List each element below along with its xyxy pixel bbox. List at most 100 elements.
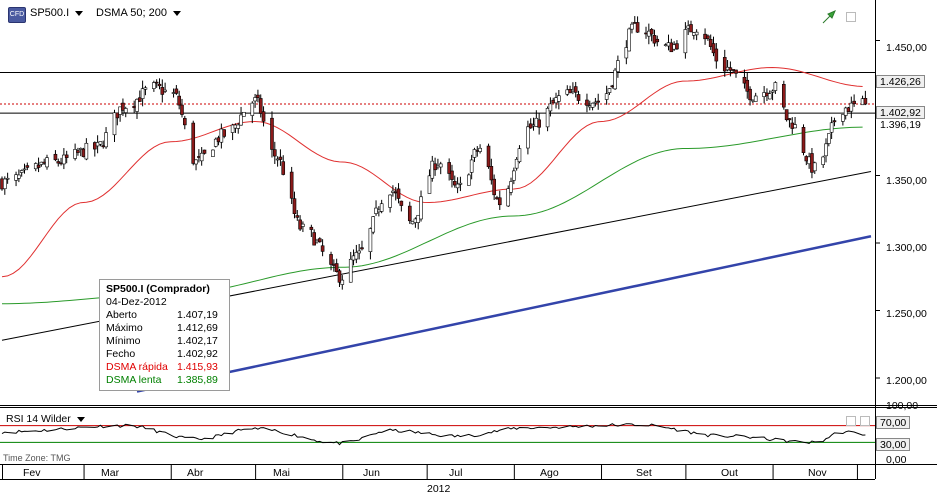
candle (281, 155, 286, 176)
price-tick-label: 1.300,00 (886, 242, 927, 254)
candle (45, 154, 49, 170)
candle (112, 109, 117, 143)
candle (784, 109, 789, 122)
month-label: Out (721, 467, 738, 479)
rsi-tick-label: 70,00 (876, 416, 911, 429)
candle (824, 138, 828, 163)
candle (607, 88, 612, 95)
candle (253, 93, 257, 108)
month-label: Nov (808, 467, 827, 479)
candle (773, 81, 778, 94)
month-label: Fev (23, 467, 41, 479)
candle (506, 185, 511, 208)
year-label: 2012 (427, 483, 451, 495)
candle (138, 90, 142, 102)
infobox-row-high: Máximo 1.412,69 (106, 322, 218, 334)
candle (337, 268, 342, 288)
candle (767, 90, 772, 100)
symbol-label: SP500.I (30, 7, 70, 19)
candle (388, 194, 392, 213)
candle (211, 149, 215, 157)
candle (452, 175, 457, 188)
month-label: Jun (363, 467, 380, 479)
candle (340, 275, 345, 290)
candle (821, 155, 825, 168)
infobox-date: 04-Dez-2012 (106, 296, 167, 308)
candle (121, 98, 125, 116)
price-tick-label: 1.350,00 (886, 175, 927, 187)
candle (396, 183, 401, 204)
candle (278, 149, 283, 166)
candle (230, 123, 235, 141)
candle (272, 141, 277, 164)
price-tick-label: 1.250,00 (886, 308, 927, 320)
indicator-selector[interactable]: DSMA 50; 200 (96, 4, 181, 22)
candle (309, 224, 314, 238)
candle (19, 169, 24, 177)
candle (152, 80, 156, 92)
rsi-close-icon[interactable] (860, 416, 870, 426)
candle (745, 72, 750, 99)
candle (242, 111, 246, 117)
candle (157, 78, 162, 90)
candle (174, 85, 179, 95)
candle (683, 22, 688, 59)
month-label: Jul (449, 467, 463, 479)
candle (64, 150, 69, 164)
month-label: Abr (187, 467, 204, 479)
candle (486, 143, 491, 169)
candle (427, 169, 432, 194)
rsi-maximize-icon[interactable] (846, 416, 856, 426)
candle (711, 36, 716, 57)
green-arrow-up-icon[interactable] (822, 10, 836, 24)
level-price-label: 1.426,26 (876, 75, 925, 88)
candle (509, 177, 513, 196)
candle (73, 143, 77, 161)
candle (548, 97, 553, 117)
candle (694, 29, 699, 41)
candle (261, 106, 266, 127)
candle (827, 133, 831, 147)
candle (706, 34, 710, 41)
candle (17, 169, 21, 183)
candle (360, 240, 364, 251)
infobox-row-fast-ma: DSMA rápida 1.415,93 (106, 361, 218, 373)
rsi-selector[interactable]: RSI 14 Wilder (6, 413, 85, 425)
candle (371, 215, 376, 235)
candle (467, 173, 471, 186)
cfd-symbol-icon[interactable]: CFD (8, 7, 26, 23)
candle (5, 172, 10, 184)
candle (841, 114, 845, 126)
trendline-blue (136, 235, 872, 393)
infobox-row-open: Aberto 1.407,19 (106, 309, 218, 321)
maximize-icon[interactable] (846, 12, 856, 22)
candle (512, 167, 516, 185)
candle (182, 115, 187, 130)
candle (782, 80, 786, 110)
fast-ma-line (1, 66, 863, 278)
candle (624, 40, 629, 65)
candle (135, 98, 139, 119)
candle (140, 80, 145, 107)
candle (604, 85, 609, 105)
candle (573, 81, 578, 98)
candle (104, 127, 108, 149)
candle (492, 174, 496, 200)
price-tick-label: 1.450,00 (886, 42, 927, 54)
candle (616, 55, 620, 78)
candle (56, 158, 61, 167)
candle (722, 49, 727, 77)
candle (593, 97, 598, 107)
rsi-label: RSI 14 Wilder (6, 413, 71, 425)
candle (239, 106, 243, 126)
candle (76, 147, 80, 156)
candle (292, 191, 297, 219)
candle (708, 34, 713, 50)
candle (213, 137, 218, 148)
candle (526, 120, 530, 155)
symbol-selector[interactable]: SP500.I (30, 4, 84, 22)
chevron-down-icon (75, 10, 84, 16)
rsi-tick-label: 100,00 (886, 400, 919, 412)
candle (585, 93, 589, 113)
